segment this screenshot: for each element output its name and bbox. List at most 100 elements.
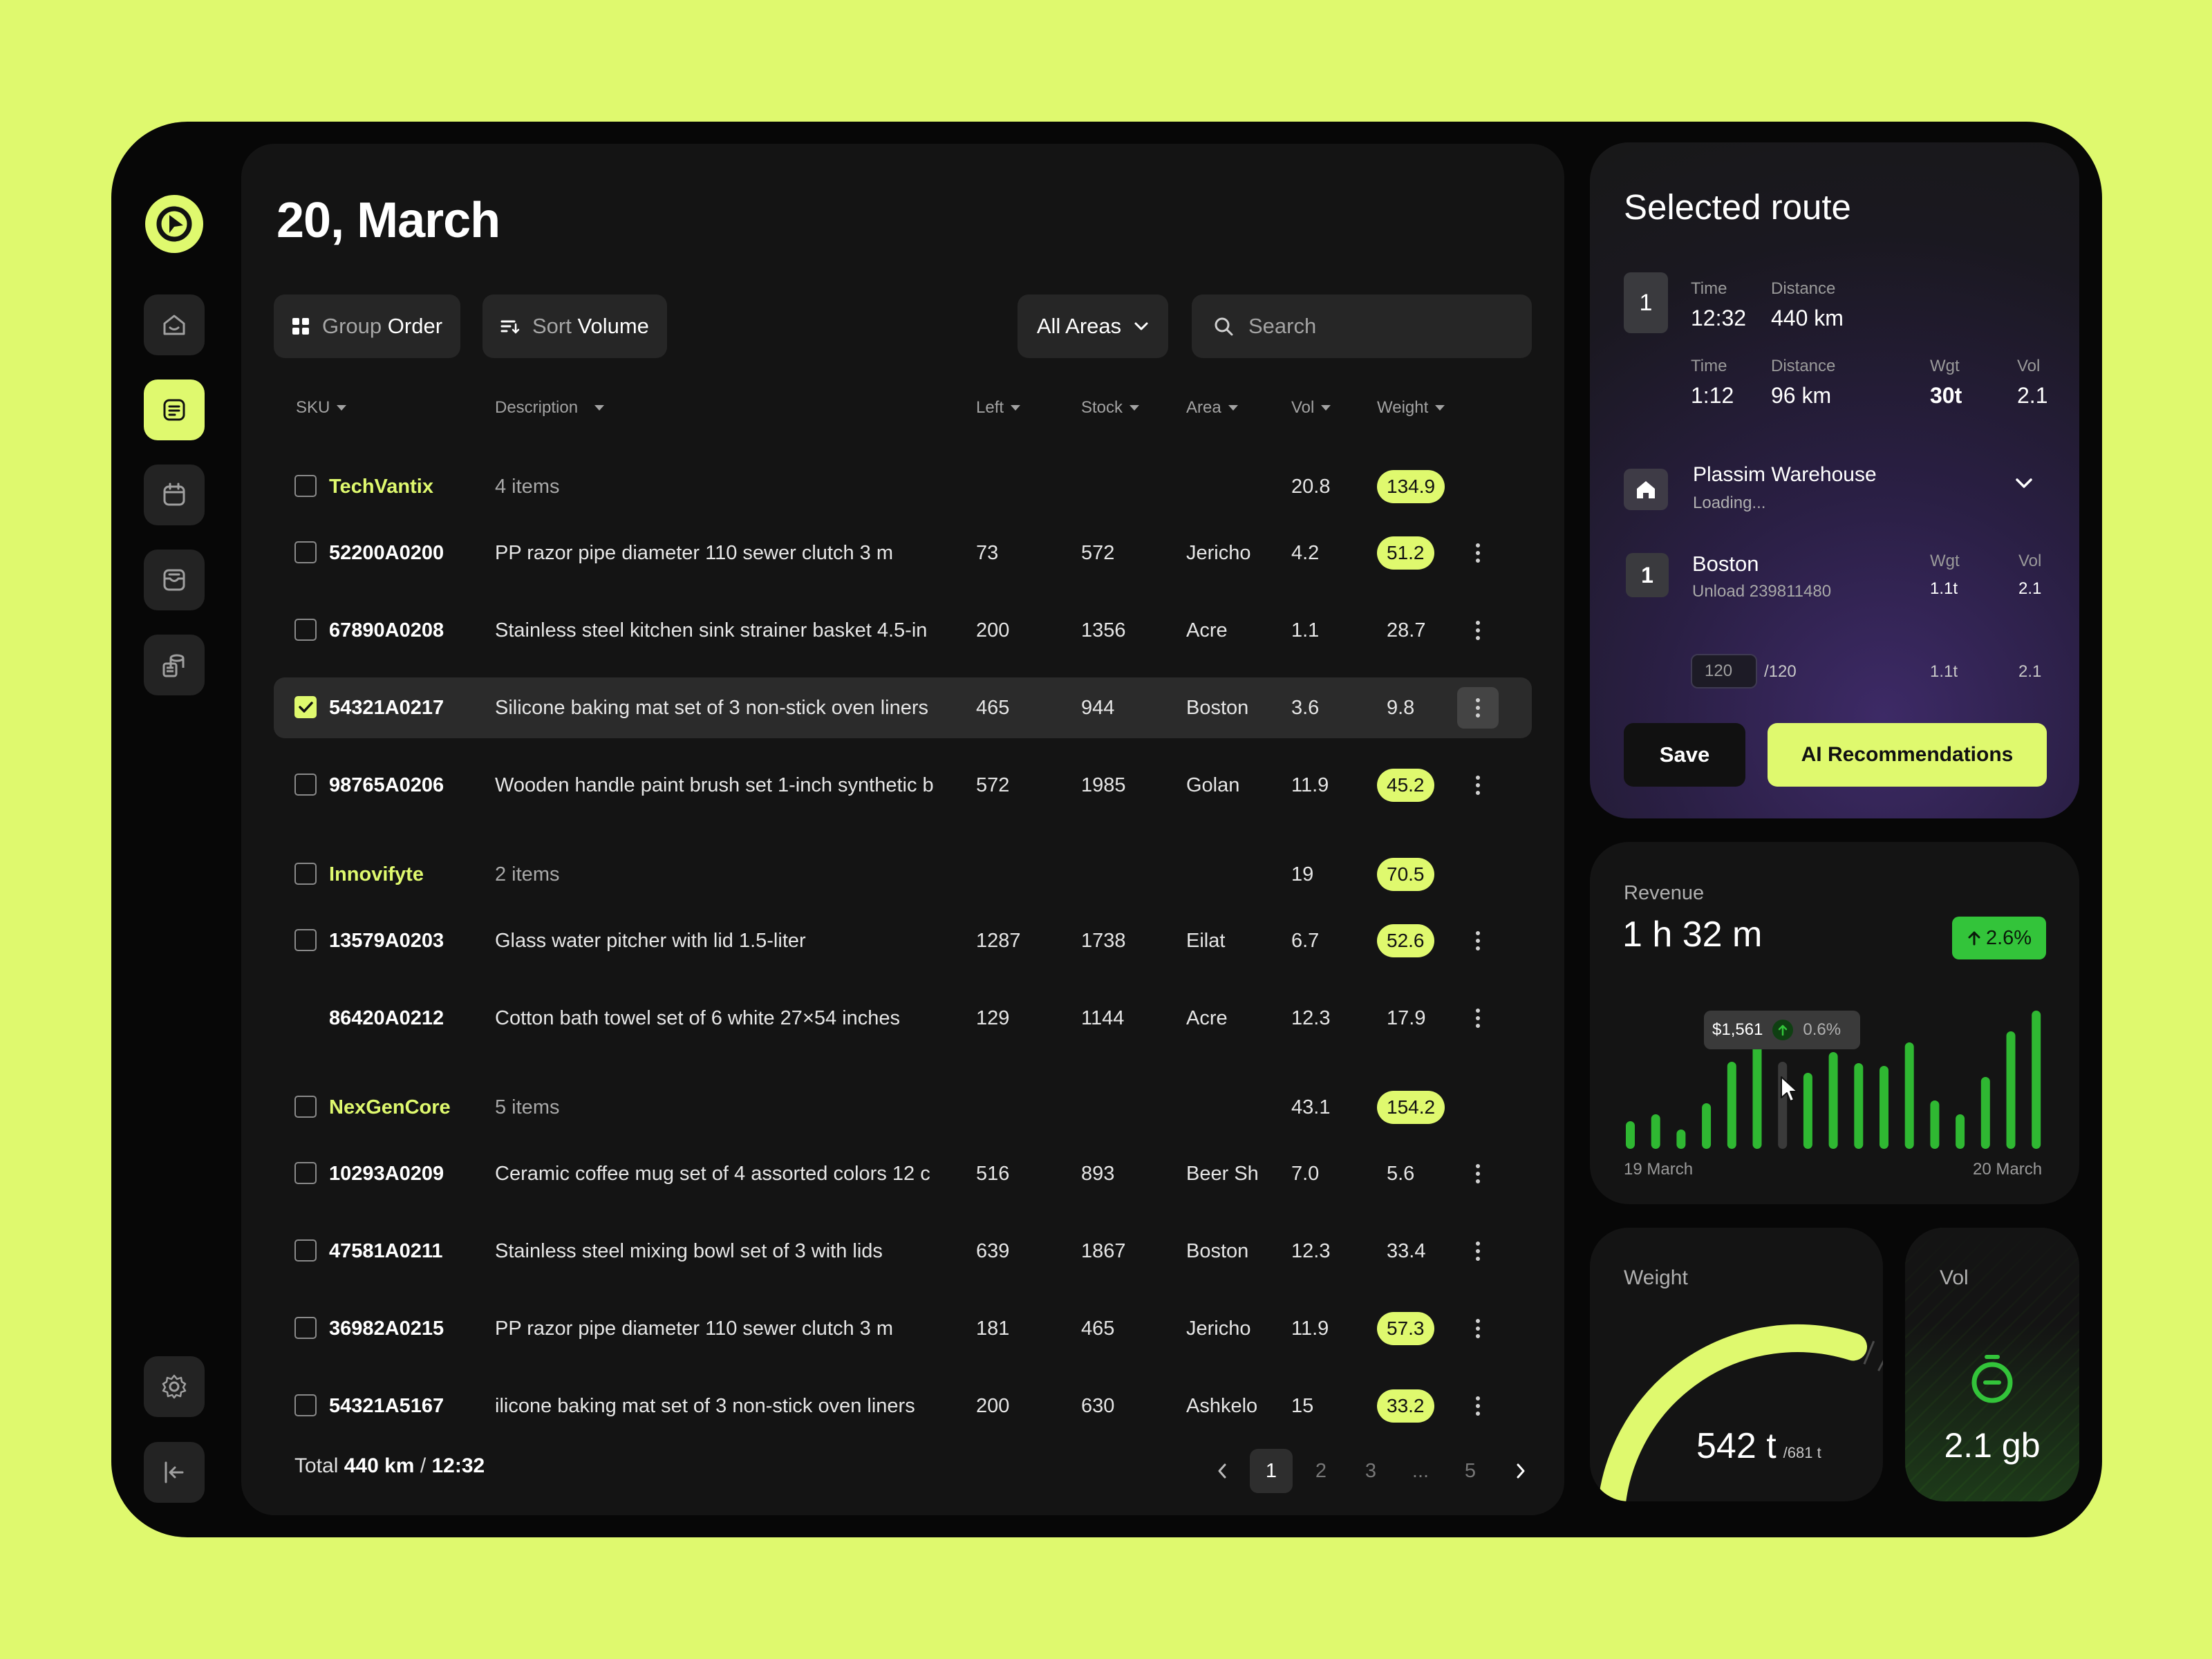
row-checkbox[interactable] [294, 541, 317, 563]
table-row[interactable]: 10293A0209 Ceramic coffee mug set of 4 as… [274, 1143, 1532, 1204]
chart-x-end: 20 March [1973, 1160, 2043, 1179]
row-menu-icon[interactable] [1457, 920, 1499, 962]
revenue-bar[interactable] [2006, 1031, 2016, 1149]
row-checkbox[interactable] [294, 1317, 317, 1339]
row-checkbox[interactable] [294, 1394, 317, 1416]
row-menu-icon[interactable] [1457, 997, 1499, 1039]
table-row[interactable]: 13579A0203 Glass water pitcher with lid 1… [274, 910, 1532, 971]
group-row[interactable]: Innovifyte 2 items 19 70.5 [274, 844, 1532, 905]
logo-icon[interactable] [145, 195, 203, 253]
revenue-bar[interactable] [1651, 1114, 1660, 1149]
revenue-change-value: 2.6% [1985, 926, 2032, 949]
table-row[interactable]: 36982A0215 PP razor pipe diameter 110 sew… [274, 1298, 1532, 1359]
row-checkbox[interactable] [294, 863, 317, 885]
stock-cell: 572 [1081, 541, 1115, 564]
row-checkbox[interactable] [294, 475, 317, 497]
page-3-button[interactable]: 3 [1365, 1459, 1377, 1482]
prev-page-chevron-icon[interactable] [1203, 1449, 1241, 1493]
table-row[interactable]: 54321A0217 Silicone baking mat set of 3 n… [274, 677, 1532, 738]
checkbox-checked[interactable] [294, 696, 317, 718]
settings-gear-icon[interactable] [144, 1356, 205, 1417]
left-cell [976, 456, 1066, 517]
revenue-bar[interactable] [1980, 1077, 1990, 1149]
page-2-button[interactable]: 2 [1315, 1459, 1327, 1482]
revenue-bar[interactable] [1930, 1100, 1940, 1149]
row-menu-icon[interactable] [1457, 532, 1499, 574]
area-select[interactable]: All Areas [1018, 294, 1168, 358]
row-menu-icon[interactable] [1457, 1308, 1499, 1349]
row-menu-icon[interactable] [1457, 1385, 1499, 1424]
revenue-bar[interactable] [1803, 1073, 1812, 1149]
table-row[interactable]: 98765A0206 Wooden handle paint brush set … [274, 755, 1532, 816]
revenue-bar[interactable] [1880, 1066, 1888, 1149]
nav-orders-icon[interactable] [144, 379, 205, 440]
table-row[interactable]: 67890A0208 Stainless steel kitchen sink s… [274, 600, 1532, 661]
ai-recommendations-button[interactable]: AI Recommendations [1768, 723, 2047, 787]
arrow-up-icon [1968, 931, 1980, 946]
row-menu-icon[interactable] [1457, 1153, 1499, 1194]
weight-cell: 52.6 [1377, 910, 1453, 971]
search-input[interactable]: Search [1192, 294, 1532, 358]
left-cell: 200 [976, 1394, 1010, 1417]
desc-cell: Stainless steel kitchen sink strainer ba… [495, 619, 928, 641]
revenue-bar[interactable] [2032, 1011, 2041, 1149]
col-header-sku[interactable]: SKU [296, 398, 347, 418]
group-order-button[interactable]: Group Order [274, 294, 461, 358]
desc-cell: PP razor pipe diameter 110 sewer clutch … [495, 541, 893, 564]
col-header-description[interactable]: Description [495, 398, 605, 418]
revenue-bar[interactable] [1676, 1130, 1686, 1149]
row-checkbox[interactable] [294, 1239, 317, 1262]
group-row[interactable]: NexGenCore 5 items 43.1 154.2 [274, 1077, 1532, 1138]
col-header-area[interactable]: Area [1186, 398, 1238, 418]
group-row[interactable]: TechVantix 4 items 20.8 134.9 [274, 456, 1532, 517]
table-row[interactable]: 86420A0212 Cotton bath towel set of 6 whi… [274, 988, 1532, 1049]
next-page-chevron-icon[interactable] [1501, 1449, 1540, 1493]
row-menu-icon[interactable] [1457, 687, 1499, 729]
col-header-weight[interactable]: Weight [1377, 398, 1445, 418]
row-menu-icon[interactable] [1457, 610, 1499, 651]
row-checkbox[interactable] [294, 1162, 317, 1184]
revenue-bar[interactable] [1904, 1042, 1914, 1149]
table-row[interactable]: 52200A0200 PP razor pipe diameter 110 sew… [274, 523, 1532, 583]
col-header-stock[interactable]: Stock [1081, 398, 1140, 418]
weight-badge: 70.5 [1377, 858, 1434, 891]
weight-badge: 51.2 [1377, 536, 1434, 570]
weight-cell: 33.2 [1377, 1376, 1453, 1424]
row-checkbox[interactable] [294, 619, 317, 641]
revenue-bar[interactable] [1956, 1114, 1965, 1149]
revenue-bar[interactable] [1626, 1121, 1635, 1149]
row-checkbox[interactable] [294, 774, 317, 796]
quantity-vol: 2.1 [2018, 662, 2042, 681]
revenue-bar[interactable] [1702, 1103, 1712, 1149]
page-5-button[interactable]: 5 [1464, 1459, 1477, 1482]
revenue-bar-chart [1626, 1011, 2041, 1149]
revenue-bar[interactable] [1752, 1018, 1762, 1149]
nav-finance-icon[interactable] [144, 635, 205, 695]
desc-cell: Cotton bath towel set of 6 white 27×54 i… [495, 1006, 901, 1029]
revenue-bar[interactable] [1854, 1063, 1864, 1149]
nav-home-icon[interactable] [144, 294, 205, 355]
table-row[interactable]: 47581A0211 Stainless steel mixing bowl se… [274, 1221, 1532, 1282]
col-header-vol[interactable]: Vol [1291, 398, 1331, 418]
desc-cell: 2 items [495, 863, 560, 885]
revenue-bar[interactable] [1727, 1062, 1736, 1149]
col-header-left[interactable]: Left [976, 398, 1021, 418]
sort-volume-button[interactable]: Sort Volume [482, 294, 667, 358]
nav-inbox-icon[interactable] [144, 550, 205, 610]
row-checkbox[interactable] [294, 1096, 317, 1118]
logout-icon[interactable] [144, 1442, 205, 1503]
row-checkbox[interactable] [294, 929, 317, 951]
save-button[interactable]: Save [1624, 723, 1745, 787]
row-menu-icon[interactable] [1457, 765, 1499, 806]
quantity-input[interactable]: 120 [1691, 654, 1757, 688]
page-1-button[interactable]: 1 [1250, 1449, 1293, 1493]
drop-index-badge: 1 [1626, 553, 1669, 597]
row-menu-icon[interactable] [1457, 1230, 1499, 1272]
route-title: Selected route [1624, 187, 1851, 227]
sku-cell: 10293A0209 [329, 1162, 444, 1185]
left-cell: 465 [976, 696, 1010, 719]
revenue-bar[interactable] [1828, 1052, 1838, 1149]
warehouse-expand-chevron-icon[interactable] [2014, 477, 2034, 493]
table-row[interactable]: 54321A5167 ilicone baking mat set of 3 no… [274, 1376, 1532, 1424]
nav-calendar-icon[interactable] [144, 465, 205, 525]
